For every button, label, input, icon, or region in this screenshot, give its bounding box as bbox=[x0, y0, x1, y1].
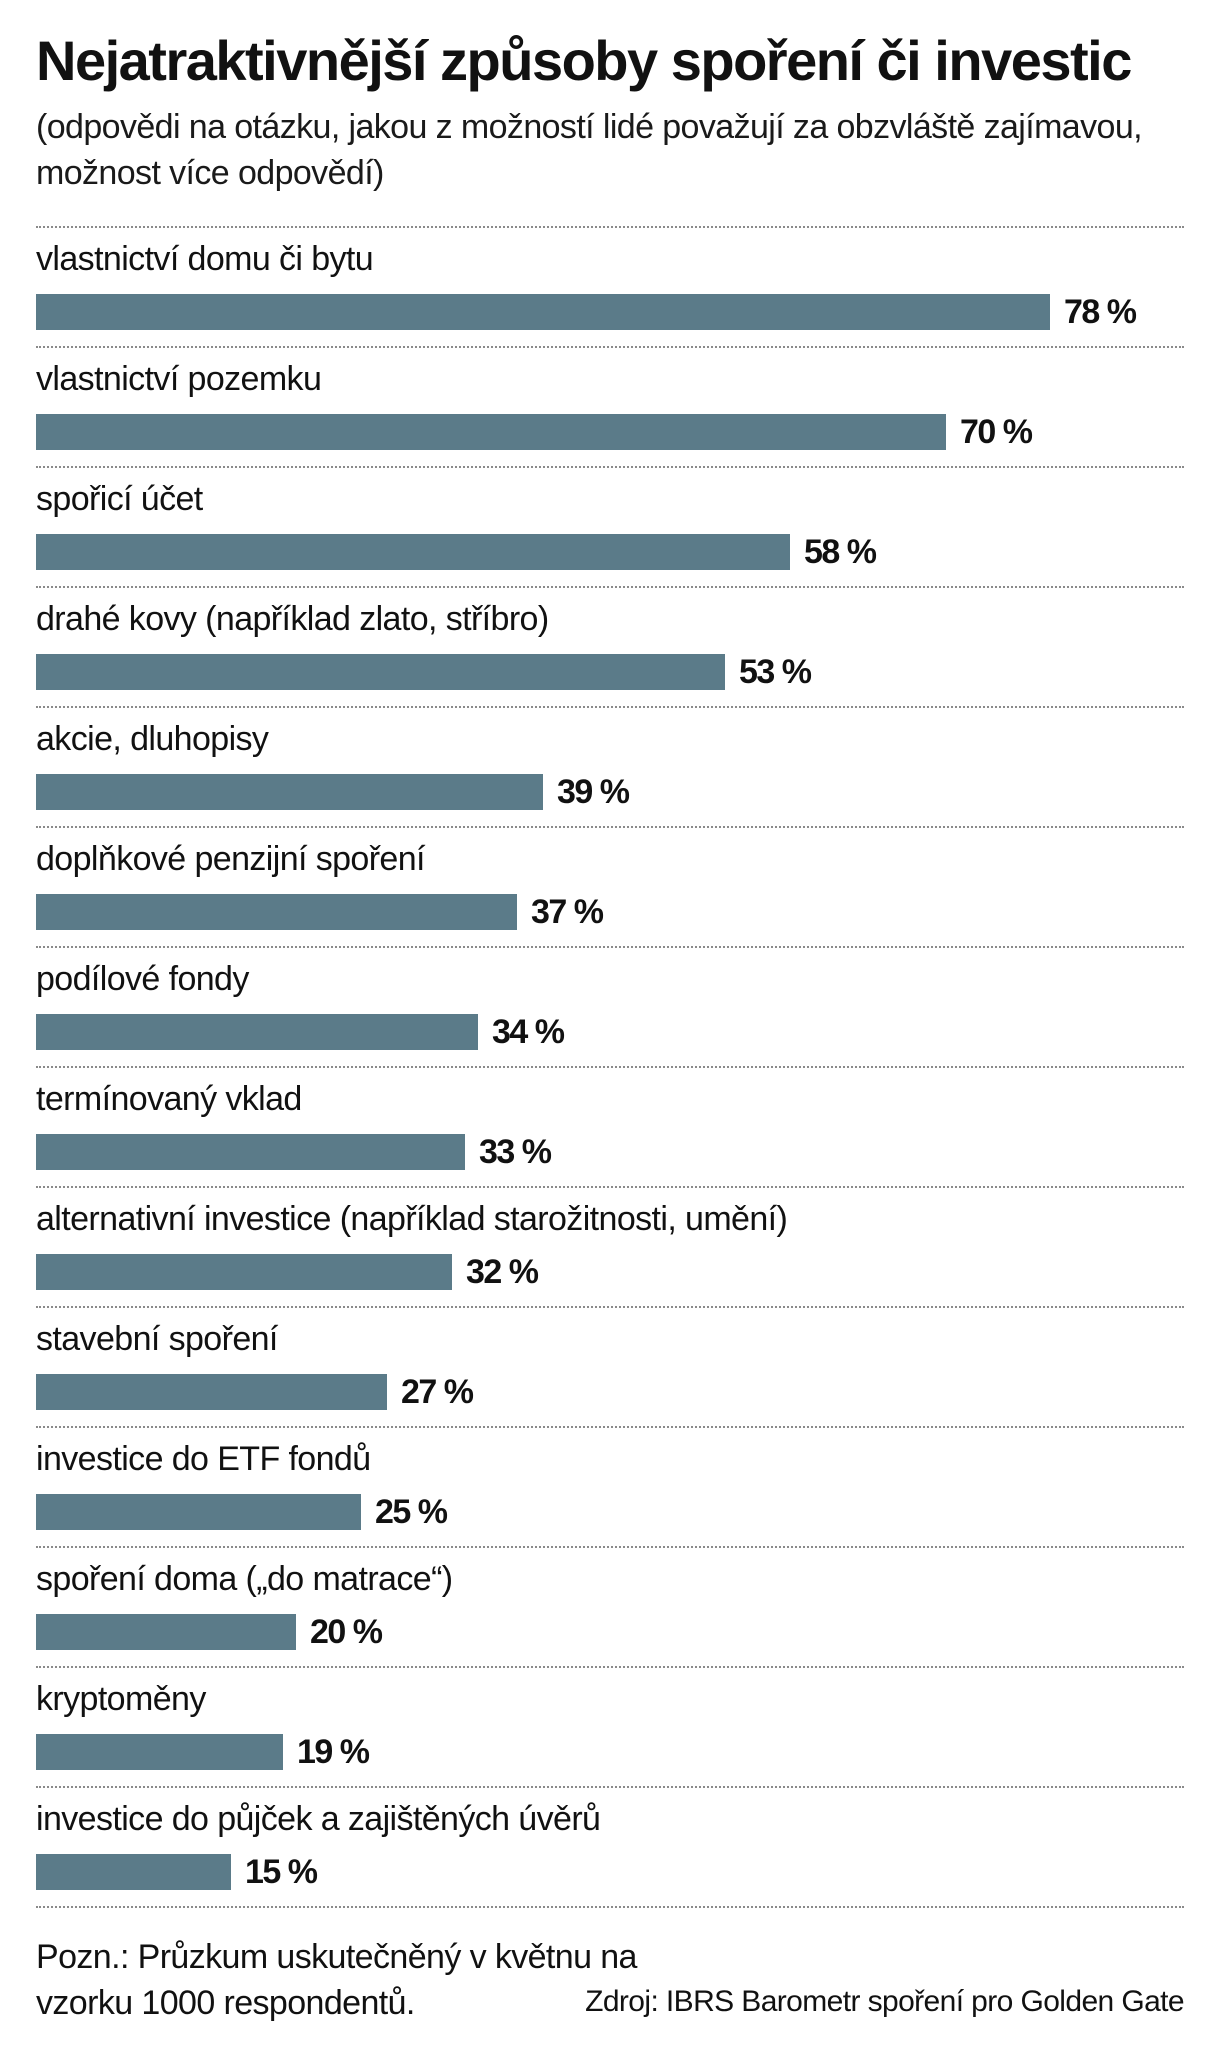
row-separator bbox=[36, 1426, 1184, 1428]
value-label: 32 % bbox=[466, 1253, 539, 1291]
bar-row: spořicí účet 58 % bbox=[0, 466, 1220, 586]
source-credit: Zdroj: IBRS Barometr spoření pro Golden … bbox=[585, 1985, 1184, 2018]
chart-title: Nejatraktivnější způsoby spoření či inve… bbox=[36, 29, 1132, 92]
row-separator bbox=[36, 466, 1184, 468]
bar bbox=[36, 774, 543, 810]
category-label: alternativní investice (například starož… bbox=[36, 1200, 788, 1238]
category-label: akcie, dluhopisy bbox=[36, 720, 269, 758]
row-separator bbox=[36, 706, 1184, 708]
value-label: 58 % bbox=[804, 533, 877, 571]
bar-row: termínovaný vklad 33 % bbox=[0, 1066, 1220, 1186]
row-separator bbox=[36, 1666, 1184, 1668]
value-label: 78 % bbox=[1064, 293, 1137, 331]
value-label: 34 % bbox=[492, 1013, 565, 1051]
value-label: 19 % bbox=[297, 1733, 370, 1771]
row-separator bbox=[36, 226, 1184, 228]
bar bbox=[36, 1494, 361, 1530]
category-label: vlastnictví domu či bytu bbox=[36, 240, 374, 278]
bar bbox=[36, 414, 946, 450]
value-label: 27 % bbox=[401, 1373, 474, 1411]
category-label: doplňkové penzijní spoření bbox=[36, 840, 426, 878]
value-label: 39 % bbox=[557, 773, 630, 811]
bar bbox=[36, 1014, 478, 1050]
bar bbox=[36, 1134, 465, 1170]
bar bbox=[36, 654, 725, 690]
bar-row: podílové fondy 34 % bbox=[0, 946, 1220, 1066]
category-label: investice do ETF fondů bbox=[36, 1440, 371, 1478]
bar-row: akcie, dluhopisy 39 % bbox=[0, 706, 1220, 826]
row-separator bbox=[36, 1786, 1184, 1788]
bar bbox=[36, 1854, 231, 1890]
separator-bottom bbox=[36, 1906, 1184, 1908]
footnote: Pozn.: Průzkum uskutečněný v květnu na v… bbox=[36, 1938, 637, 2022]
row-separator bbox=[36, 1546, 1184, 1548]
value-label: 37 % bbox=[531, 893, 604, 931]
bar-row: stavební spoření 27 % bbox=[0, 1306, 1220, 1426]
category-label: podílové fondy bbox=[36, 960, 249, 998]
bar-row: doplňkové penzijní spoření 37 % bbox=[0, 826, 1220, 946]
value-label: 25 % bbox=[375, 1493, 448, 1531]
bar-row: investice do půjček a zajištěných úvěrů 1… bbox=[0, 1786, 1220, 1906]
row-separator bbox=[36, 346, 1184, 348]
bar-row: vlastnictví pozemku 70 % bbox=[0, 346, 1220, 466]
bar bbox=[36, 294, 1050, 330]
bar bbox=[36, 534, 790, 570]
bar-row: investice do ETF fondů 25 % bbox=[0, 1426, 1220, 1546]
bar bbox=[36, 1614, 296, 1650]
bar bbox=[36, 1374, 387, 1410]
category-label: kryptoměny bbox=[36, 1680, 206, 1718]
row-separator bbox=[36, 586, 1184, 588]
row-separator bbox=[36, 1306, 1184, 1308]
category-label: spoření doma („do matrace“) bbox=[36, 1560, 453, 1598]
bar-row: drahé kovy (například zlato, stříbro) 53 … bbox=[0, 586, 1220, 706]
category-label: drahé kovy (například zlato, stříbro) bbox=[36, 600, 549, 638]
bar-row: kryptoměny 19 % bbox=[0, 1666, 1220, 1786]
chart-subtitle: (odpovědi na otázku, jakou z možností li… bbox=[36, 108, 1143, 192]
row-separator bbox=[36, 826, 1184, 828]
value-label: 15 % bbox=[245, 1853, 318, 1891]
bar bbox=[36, 1254, 452, 1290]
bar-row: spoření doma („do matrace“) 20 % bbox=[0, 1546, 1220, 1666]
category-label: termínovaný vklad bbox=[36, 1080, 302, 1118]
row-separator bbox=[36, 1186, 1184, 1188]
row-separator bbox=[36, 1066, 1184, 1068]
value-label: 70 % bbox=[960, 413, 1033, 451]
bar bbox=[36, 894, 517, 930]
bar-row: vlastnictví domu či bytu 78 % bbox=[0, 226, 1220, 346]
category-label: vlastnictví pozemku bbox=[36, 360, 322, 398]
bar-chart: vlastnictví domu či bytu 78 % vlastnictví … bbox=[0, 226, 1220, 1906]
category-label: spořicí účet bbox=[36, 480, 203, 518]
row-separator bbox=[36, 946, 1184, 948]
bar bbox=[36, 1734, 283, 1770]
category-label: investice do půjček a zajištěných úvěrů bbox=[36, 1800, 601, 1838]
value-label: 53 % bbox=[739, 653, 812, 691]
category-label: stavební spoření bbox=[36, 1320, 278, 1358]
value-label: 33 % bbox=[479, 1133, 552, 1171]
bar-row: alternativní investice (například starož… bbox=[0, 1186, 1220, 1306]
value-label: 20 % bbox=[310, 1613, 383, 1651]
